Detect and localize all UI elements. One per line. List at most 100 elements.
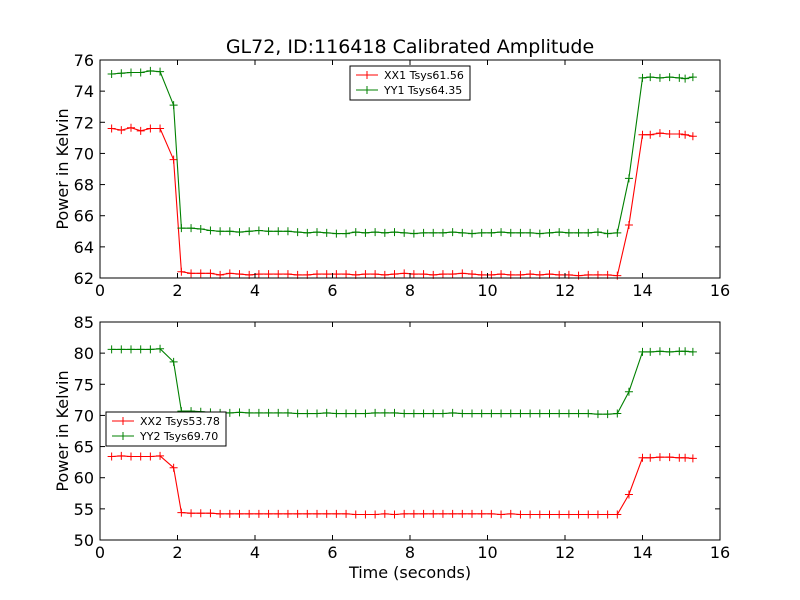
top-x-tick-label: 8	[405, 281, 415, 300]
bottom-x-tick-label: 10	[477, 543, 497, 562]
bottom-x-tick-label: 16	[710, 543, 730, 562]
top-data-point	[448, 228, 457, 237]
bottom-data-point	[438, 409, 447, 418]
top-data-point	[506, 228, 515, 237]
bottom-data-point	[117, 451, 126, 460]
top-data-point	[458, 228, 467, 237]
top-series-2	[107, 66, 697, 238]
bottom-data-point	[274, 509, 283, 518]
bottom-data-point	[342, 409, 351, 418]
bottom-data-point	[136, 345, 145, 354]
top-data-point	[245, 227, 254, 236]
bottom-data-point	[555, 409, 564, 418]
top-data-point	[127, 123, 135, 132]
top-data-point	[274, 227, 283, 236]
bottom-data-point	[564, 510, 573, 519]
bottom-data-point	[458, 409, 467, 418]
top-data-point	[555, 228, 564, 237]
bottom-data-point	[254, 408, 263, 417]
top-data-point	[613, 228, 622, 237]
top-y-tick-label: 72	[74, 113, 94, 132]
bottom-data-point	[497, 409, 506, 418]
top-data-point	[477, 228, 486, 237]
top-data-point	[438, 228, 447, 237]
bottom-data-point	[468, 409, 476, 418]
bottom-data-point	[526, 510, 535, 519]
bottom-data-point	[409, 409, 418, 418]
top-data-point	[196, 269, 205, 278]
top-data-point	[264, 270, 273, 279]
bottom-data-point	[638, 453, 647, 462]
top-data-point	[665, 129, 674, 138]
bottom-data-point	[400, 509, 409, 518]
top-data-point	[235, 228, 244, 237]
bottom-data-point	[361, 510, 370, 519]
bottom-legend-label: YY2 Tsys69.70	[139, 430, 218, 443]
top-legend-marker	[363, 86, 371, 94]
top-y-tick-label: 62	[74, 269, 94, 288]
top-data-point	[225, 269, 234, 278]
bottom-data-point	[646, 347, 655, 356]
top-data-point	[283, 227, 292, 236]
bottom-data-point	[225, 509, 234, 518]
top-data-point	[400, 228, 409, 237]
bottom-data-point	[322, 509, 331, 518]
bottom-data-point	[235, 408, 244, 417]
bottom-data-point	[497, 510, 506, 519]
bottom-data-point	[688, 454, 697, 463]
top-data-point	[156, 67, 165, 76]
top-data-point	[303, 228, 312, 237]
bottom-legend-label: XX2 Tsys53.78	[140, 415, 220, 428]
bottom-data-point	[603, 410, 612, 419]
bottom-x-tick-label: 0	[95, 543, 105, 562]
top-x-tick-label: 0	[95, 281, 105, 300]
top-legend-label: YY1 Tsys64.35	[383, 84, 462, 97]
bottom-y-tick-label: 85	[74, 313, 94, 332]
bottom-legend-marker	[119, 417, 127, 425]
bottom-data-point	[688, 347, 697, 356]
top-data-point	[655, 129, 664, 138]
bottom-data-point	[177, 508, 186, 517]
bottom-data-point	[624, 490, 633, 499]
bottom-data-point	[429, 409, 438, 418]
top-data-point	[206, 269, 215, 278]
bottom-data-point	[146, 452, 155, 461]
bottom-data-point	[526, 409, 535, 418]
top-legend-marker	[363, 71, 371, 79]
top-data-point	[313, 228, 321, 237]
top-series-1	[107, 123, 697, 280]
bottom-data-point	[545, 409, 554, 418]
top-data-point	[332, 229, 341, 238]
top-data-point	[487, 228, 496, 237]
bottom-legend: XX2 Tsys53.78 YY2 Tsys69.70	[105, 411, 227, 447]
bottom-data-point	[624, 387, 633, 396]
bottom-data-point	[196, 509, 205, 518]
bottom-y-tick-label: 80	[74, 344, 94, 363]
top-data-point	[264, 227, 273, 236]
bottom-x-tick-label: 14	[632, 543, 652, 562]
bottom-series-1	[107, 451, 697, 519]
bottom-data-point	[477, 409, 486, 418]
bottom-x-tick-label: 12	[555, 543, 575, 562]
top-data-point	[361, 228, 370, 237]
top-data-point	[390, 228, 399, 237]
top-x-tick-label: 14	[632, 281, 652, 300]
bottom-data-point	[390, 408, 399, 417]
bottom-data-point	[156, 344, 165, 353]
top-data-point	[371, 228, 380, 237]
top-data-point	[107, 124, 116, 133]
bottom-data-point	[136, 452, 145, 461]
top-data-point	[361, 270, 370, 279]
bottom-data-point	[117, 345, 126, 354]
top-data-point	[196, 224, 205, 233]
bottom-legend-marker	[119, 432, 127, 440]
bottom-data-point	[655, 347, 664, 356]
bottom-data-point	[313, 409, 321, 418]
bottom-data-point	[646, 453, 655, 462]
bottom-data-point	[342, 509, 351, 518]
top-data-point	[545, 270, 554, 279]
bottom-data-point	[127, 452, 135, 461]
bottom-data-point	[681, 453, 690, 462]
bottom-data-point	[506, 509, 515, 518]
top-data-point	[526, 270, 535, 279]
